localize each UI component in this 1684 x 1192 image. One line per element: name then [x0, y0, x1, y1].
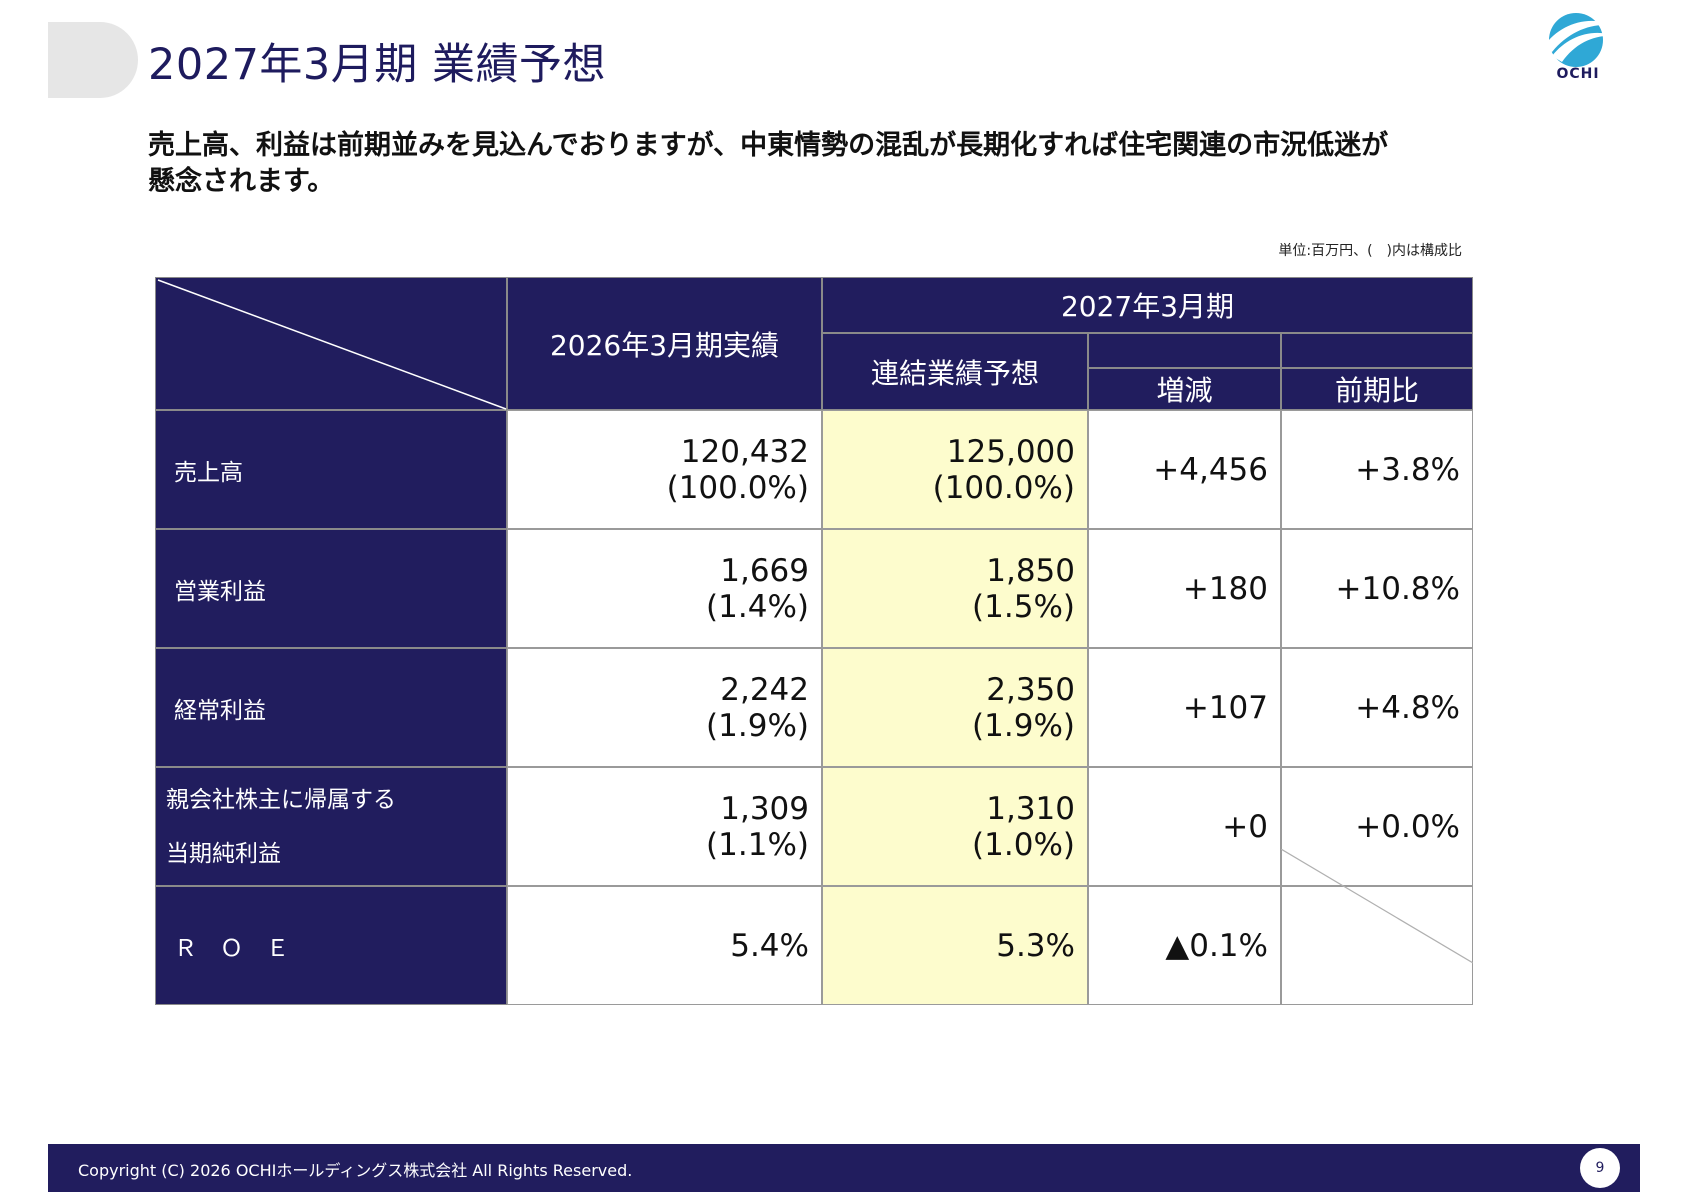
row-label-roe: Ｒ Ｏ Ｅ — [155, 886, 507, 1005]
value-pct: (1.1%) — [706, 826, 809, 863]
value: +180 — [1182, 570, 1268, 607]
cell-change-sales: +4,456 — [1088, 410, 1281, 529]
cell-actual-net-income: 1,309 (1.1%) — [507, 767, 822, 886]
header-period: 2027年3月期 — [822, 277, 1473, 333]
value: +10.8% — [1335, 570, 1460, 607]
corner-header-cell — [155, 277, 507, 410]
value: 1,850 — [986, 552, 1075, 589]
logo-text: OCHI — [1556, 66, 1600, 82]
header-actual: 2026年3月期実績 — [507, 277, 822, 410]
row-label-line-2: 当期純利益 — [166, 840, 281, 867]
corner-diagonal-line — [157, 279, 507, 410]
cell-ratio-operating-profit: +10.8% — [1281, 529, 1473, 648]
cell-ratio-net-income: +0.0% — [1281, 767, 1473, 886]
value: +3.8% — [1355, 451, 1460, 488]
value: 125,000 — [946, 433, 1075, 470]
page-title: 2027年3月期 業績予想 — [148, 40, 606, 90]
value: 1,310 — [986, 790, 1075, 827]
row-label-sales: 売上高 — [155, 410, 507, 529]
cell-forecast-operating-profit: 1,850 (1.5%) — [822, 529, 1088, 648]
value: 2,242 — [720, 671, 809, 708]
row-label-net-income: 親会社株主に帰属する 当期純利益 — [155, 767, 507, 886]
summary-text: 売上高、利益は前期並みを見込んでおりますが、中東情勢の混乱が長期化すれば住宅関連… — [148, 128, 1528, 200]
cell-change-operating-profit: +180 — [1088, 529, 1281, 648]
cell-actual-ordinary-profit: 2,242 (1.9%) — [507, 648, 822, 767]
value: ▲0.1% — [1165, 927, 1268, 964]
value-pct: (1.9%) — [972, 707, 1075, 744]
value-pct: (100.0%) — [932, 469, 1075, 506]
summary-line-1: 売上高、利益は前期並みを見込んでおりますが、中東情勢の混乱が長期化すれば住宅関連… — [148, 130, 1389, 161]
value: +107 — [1182, 689, 1268, 726]
cell-forecast-ordinary-profit: 2,350 (1.9%) — [822, 648, 1088, 767]
copyright-text: Copyright (C) 2026 OCHIホールディングス株式会社 All … — [78, 1161, 633, 1180]
cell-actual-roe: 5.4% — [507, 886, 822, 1005]
row-label-line-1: 親会社株主に帰属する — [166, 786, 396, 813]
page-number: 9 — [1580, 1148, 1620, 1188]
ratio-na-diagonal-line — [1281, 849, 1473, 964]
forecast-table: 2026年3月期実績 2027年3月期 連結業績予想 増減 前期比 売上高 12… — [155, 277, 1473, 1005]
value: +4.8% — [1355, 689, 1460, 726]
cell-change-net-income: +0 — [1088, 767, 1281, 886]
row-label-ordinary-profit: 経常利益 — [155, 648, 507, 767]
cell-actual-operating-profit: 1,669 (1.4%) — [507, 529, 822, 648]
row-label-operating-profit: 営業利益 — [155, 529, 507, 648]
value: 2,350 — [986, 671, 1075, 708]
value: 5.4% — [730, 927, 809, 964]
header-ratio: 前期比 — [1281, 368, 1473, 410]
ochi-logo-icon — [1544, 13, 1616, 67]
value-pct: (1.5%) — [972, 588, 1075, 625]
cell-actual-sales: 120,432 (100.0%) — [507, 410, 822, 529]
value-pct: (1.9%) — [706, 707, 809, 744]
cell-change-ordinary-profit: +107 — [1088, 648, 1281, 767]
value: 1,309 — [720, 790, 809, 827]
summary-line-2: 懸念されます。 — [148, 166, 335, 197]
header-spacer-change — [1088, 333, 1281, 368]
value-pct: (100.0%) — [666, 469, 809, 506]
cell-forecast-roe: 5.3% — [822, 886, 1088, 1005]
cell-change-roe: ▲0.1% — [1088, 886, 1281, 1005]
value-pct: (1.4%) — [706, 588, 809, 625]
value: 1,669 — [720, 552, 809, 589]
value-pct: (1.0%) — [972, 826, 1075, 863]
cell-forecast-net-income: 1,310 (1.0%) — [822, 767, 1088, 886]
header-change: 増減 — [1088, 368, 1281, 410]
ochi-logo: OCHI — [1538, 6, 1618, 88]
header-spacer-ratio — [1281, 333, 1473, 368]
value: 5.3% — [996, 927, 1075, 964]
title-tab-decoration — [48, 22, 138, 98]
value: +0 — [1222, 808, 1268, 845]
value: +0.0% — [1355, 808, 1460, 845]
header-forecast: 連結業績予想 — [822, 333, 1088, 410]
unit-note: 単位:百万円、( )内は構成比 — [1278, 243, 1462, 259]
cell-ratio-sales: +3.8% — [1281, 410, 1473, 529]
footer-bar: Copyright (C) 2026 OCHIホールディングス株式会社 All … — [48, 1144, 1640, 1192]
cell-ratio-ordinary-profit: +4.8% — [1281, 648, 1473, 767]
value: 120,432 — [680, 433, 809, 470]
cell-forecast-sales: 125,000 (100.0%) — [822, 410, 1088, 529]
value: +4,456 — [1153, 451, 1268, 488]
